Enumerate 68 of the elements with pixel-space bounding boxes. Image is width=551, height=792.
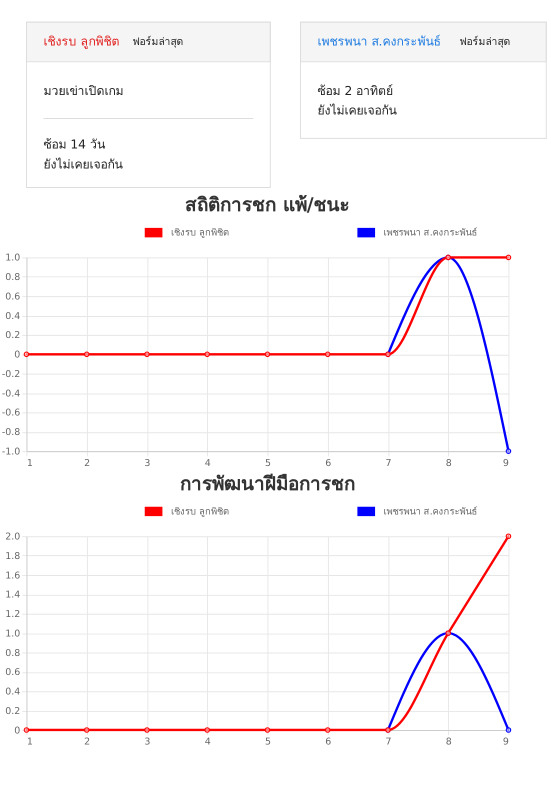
y-tick-label: -0.6 — [2, 408, 20, 419]
y-tick-label: 1.0 — [5, 252, 20, 264]
y-tick-label: 0 — [14, 350, 20, 361]
x-tick-label: 1 — [26, 458, 33, 469]
legend-label: เพชรพนา ส.คงกระพันธ์ — [384, 505, 478, 518]
text: ซ้อม 14 วัน ยังไม่เคยเจอกัน — [43, 138, 124, 172]
text: เชิงรบ ลูกพิชิต — [43, 34, 120, 50]
y-tick-label: 1.4 — [5, 590, 20, 601]
y-tick-label: -0.4 — [2, 388, 20, 400]
y-tick-label: -0.8 — [2, 427, 20, 438]
point — [144, 352, 150, 358]
x-tick-label: 2 — [84, 736, 90, 748]
y-tick-label: 1.0 — [5, 628, 20, 640]
point — [84, 352, 90, 358]
x-tick-label: 5 — [264, 736, 271, 748]
y-tick-label: 0.8 — [5, 648, 20, 659]
x-tick-label: 7 — [385, 736, 392, 748]
x-tick-label: 9 — [502, 736, 509, 748]
x-tick-label: 8 — [446, 736, 452, 748]
point — [264, 727, 270, 733]
x-tick-label: 9 — [502, 458, 509, 469]
x-tick-label: 4 — [204, 736, 211, 748]
y-tick-label: 0.4 — [5, 310, 20, 322]
point — [324, 727, 331, 733]
y-tick-label: 0 — [14, 725, 20, 736]
x-tick-label: 3 — [144, 458, 150, 469]
chart-title: การพัฒนาฝีมือการชก — [180, 472, 355, 495]
y-tick-label: 0.2 — [5, 330, 20, 342]
y-tick-label: 0.6 — [5, 291, 20, 302]
y-tick-label: -0.2 — [2, 368, 20, 380]
y-tick-label: 1.2 — [5, 609, 20, 620]
x-tick-label: 1 — [26, 736, 33, 748]
point — [24, 727, 30, 733]
point — [506, 254, 512, 260]
y-tick-label: 1.8 — [5, 550, 20, 562]
y-tick-label: 0.6 — [5, 667, 20, 678]
y-tick-label: 0.2 — [5, 706, 20, 717]
point — [324, 352, 331, 358]
x-tick-label: 6 — [325, 458, 332, 469]
point — [506, 448, 512, 454]
point — [264, 352, 270, 358]
point — [506, 533, 512, 540]
chart-title: สถิติการชก แพ้/ชนะ — [185, 194, 350, 216]
text: ฟอร์มล่าสุด — [459, 34, 510, 48]
x-tick-label: 5 — [264, 458, 271, 469]
x-tick-label: 8 — [446, 458, 452, 469]
x-tick-label: 4 — [204, 458, 211, 469]
y-tick-label: 1.6 — [5, 570, 20, 582]
x-tick-label: 2 — [84, 458, 90, 469]
text: ฟอร์มล่าสุด — [132, 34, 184, 48]
x-tick-label: 6 — [325, 736, 332, 748]
legend-label: เชิงรบ ลูกพิชิต — [171, 506, 230, 518]
x-tick-label: 3 — [144, 736, 150, 748]
point — [204, 352, 210, 358]
legend-label: เชิงรบ ลูกพิชิต — [171, 227, 230, 238]
y-tick-label: 0.8 — [5, 272, 20, 284]
point — [204, 727, 210, 733]
y-tick-label: 0.4 — [5, 686, 20, 698]
point — [84, 727, 90, 733]
point — [144, 727, 150, 733]
text: เพชรพนา ส.คงกระพันธ์ — [318, 34, 440, 49]
x-tick-label: 7 — [385, 458, 392, 469]
legend-label: เพชรพนา ส.คงกระพันธ์ — [384, 226, 478, 238]
point — [506, 727, 512, 733]
y-tick-label: 2.0 — [5, 532, 20, 543]
text: ซ้อม 2 อาทิตย์ ยังไม่เคยเจอกัน — [318, 84, 398, 118]
y-tick-label: -1.0 — [2, 446, 20, 458]
text: มวยเข่าเปิดเกม — [43, 84, 124, 98]
